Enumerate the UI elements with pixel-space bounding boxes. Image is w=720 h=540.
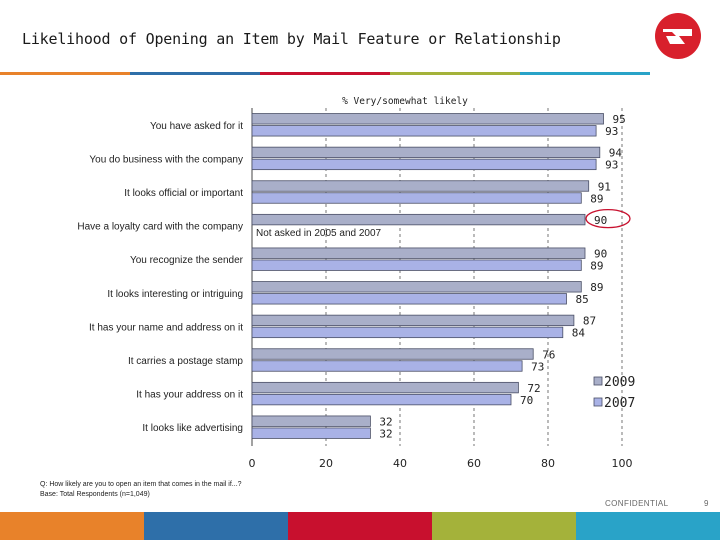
color-band-segment <box>288 512 432 540</box>
bar-2009 <box>251 213 586 226</box>
data-label-2009: 90 <box>594 214 607 227</box>
color-band-segment <box>432 512 576 540</box>
footnote-question: Q: How likely are you to open an item th… <box>40 481 242 488</box>
title-rule-segment <box>520 72 650 75</box>
legend-swatch-2007 <box>593 397 603 407</box>
bar-2009 <box>251 113 604 125</box>
category-label: It looks official or important <box>124 188 243 199</box>
bar-2007 <box>251 192 582 204</box>
category-label: You do business with the company <box>89 154 243 165</box>
data-label-2009: 94 <box>609 147 623 160</box>
page-number: 9 <box>704 499 709 508</box>
color-band-segment <box>576 512 720 540</box>
data-label-2009: 91 <box>598 180 611 193</box>
confidential-label: CONFIDENTIAL <box>605 499 669 508</box>
bar-2007 <box>251 158 597 171</box>
data-label-2009: 87 <box>583 315 596 328</box>
title-rule-segment <box>260 72 390 75</box>
x-tick-label: 40 <box>393 457 407 470</box>
data-label-2007: 89 <box>590 259 603 272</box>
title-rule <box>0 72 650 75</box>
category-label: It looks like advertising <box>142 423 243 434</box>
legend-label-2009: 2009 <box>604 375 635 390</box>
highlight-ring <box>585 208 631 229</box>
category-label: Have a loyalty card with the company <box>77 222 243 233</box>
title-rule-segment <box>0 72 130 75</box>
bar-2007 <box>251 360 523 372</box>
annotation-not-asked: Not asked in 2005 and 2007 <box>256 228 382 239</box>
category-label: It carries a postage stamp <box>128 356 243 367</box>
data-label-2007: 84 <box>572 327 586 340</box>
bar-2009 <box>251 348 534 360</box>
x-tick-label: 20 <box>319 457 333 470</box>
bar-2009 <box>251 247 586 259</box>
data-label-2009: 95 <box>613 113 626 126</box>
title-rule-segment <box>390 72 520 75</box>
color-band-segment <box>144 512 288 540</box>
bar-2007 <box>251 293 567 305</box>
bar-2009 <box>251 146 601 159</box>
bar-2009 <box>251 180 590 192</box>
canada-post-logo <box>655 13 701 59</box>
category-label: You have asked for it <box>150 121 243 132</box>
x-tick-label: 100 <box>612 457 633 470</box>
title-rule-segment <box>130 72 260 75</box>
data-label-2007: 32 <box>379 427 392 440</box>
data-label-2007: 73 <box>531 360 544 373</box>
category-label: It has your address on it <box>136 390 243 401</box>
footnote-base: Base: Total Respondents (n=1,049) <box>40 491 150 498</box>
data-label-2009: 90 <box>594 247 607 260</box>
data-label-2007: 93 <box>605 125 618 138</box>
page-title: Likelihood of Opening an Item by Mail Fe… <box>22 30 561 48</box>
data-label-2007: 93 <box>605 159 618 172</box>
category-label: You recognize the sender <box>130 255 244 266</box>
data-label-2007: 85 <box>576 293 589 306</box>
color-band-segment <box>0 512 144 540</box>
bar-2009 <box>251 415 371 427</box>
data-label-2007: 89 <box>590 192 603 205</box>
footnote: Q: How likely are you to open an item th… <box>40 480 242 500</box>
legend-swatch-2009 <box>593 376 603 386</box>
chart-subtitle: % Very/somewhat likely <box>342 96 468 107</box>
category-label: It has your name and address on it <box>89 322 243 333</box>
data-label-2007: 70 <box>520 394 533 407</box>
bar-chart: % Very/somewhat likely 0 20 40 60 80 100 You ha… <box>77 96 635 470</box>
category-label: It looks interesting or intriguing <box>107 289 243 300</box>
bar-2009 <box>251 381 519 394</box>
legend-label-2007: 2007 <box>604 396 635 411</box>
color-band <box>0 512 720 540</box>
bar-2009 <box>251 314 575 327</box>
x-tick-label: 80 <box>541 457 555 470</box>
data-label-2009: 72 <box>527 382 540 395</box>
bar-2007 <box>251 326 564 339</box>
bar-2009 <box>251 281 582 293</box>
bar-2007 <box>251 393 512 406</box>
data-label-2009: 89 <box>590 281 603 294</box>
data-label-2009: 32 <box>379 415 392 428</box>
bar-2007 <box>251 259 582 271</box>
x-tick-label: 0 <box>249 457 256 470</box>
bar-2007 <box>251 125 597 137</box>
x-tick-label: 60 <box>467 457 481 470</box>
data-label-2009: 76 <box>542 348 555 361</box>
bar-2007 <box>251 427 371 439</box>
